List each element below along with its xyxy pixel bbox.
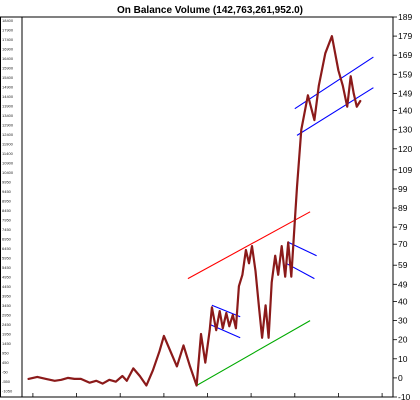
- left-tick-label: 16900: [2, 47, 14, 52]
- right-tick-label: 159: [398, 69, 412, 79]
- right-tick-label: 20: [398, 335, 408, 345]
- left-tick-label: 5450: [2, 265, 12, 270]
- left-tick-label: 6450: [2, 246, 12, 251]
- left-tick-label: 4450: [2, 284, 12, 289]
- left-tick-label: 11400: [2, 151, 14, 156]
- right-tick-label: -10: [398, 392, 411, 400]
- trendline-2: [196, 320, 311, 386]
- right-tick-label: 99: [398, 184, 408, 194]
- left-tick-label: 10900: [2, 161, 14, 166]
- right-tick-label: 59: [398, 260, 408, 270]
- left-tick-label: 8450: [2, 208, 12, 213]
- left-axis: 18400 17900 17400 16900 16400 15900 15400 14900…: [2, 18, 14, 394]
- left-tick-label: 14400: [2, 94, 14, 99]
- right-tick-label: 10: [398, 354, 408, 364]
- trendline-3: [211, 304, 241, 318]
- left-tick-label: 13900: [2, 104, 14, 109]
- right-tick-label: 30: [398, 316, 408, 326]
- left-tick-label: 12900: [2, 123, 14, 128]
- left-tick-label: 2450: [2, 322, 12, 327]
- left-tick-label: 450: [2, 360, 9, 365]
- left-tick-label: 6950: [2, 237, 12, 242]
- left-tick-label: 9450: [2, 189, 12, 194]
- right-tick-label: 169: [398, 50, 412, 60]
- trendline-8: [296, 87, 374, 136]
- left-tick-label: 13400: [2, 113, 14, 118]
- right-tick-label: 0: [398, 373, 403, 383]
- right-tick-label: 189: [398, 12, 412, 22]
- left-tick-label: 7950: [2, 218, 12, 223]
- left-tick-label: 17400: [2, 37, 14, 42]
- left-tick-label: 17900: [2, 28, 14, 33]
- left-tick-label: 1450: [2, 341, 12, 346]
- left-tick-label: 10400: [2, 170, 14, 175]
- left-tick-label: 8950: [2, 199, 12, 204]
- left-tick-label: 950: [2, 351, 9, 356]
- left-tick-label: 2950: [2, 313, 12, 318]
- left-tick-label: 1950: [2, 332, 12, 337]
- right-tick-label: 140: [398, 106, 412, 116]
- left-tick-label: 11900: [2, 142, 14, 147]
- trendline-1: [187, 211, 311, 280]
- trendlines: [187, 56, 374, 386]
- left-tick-label: 3950: [2, 294, 12, 299]
- right-tick-label: 130: [398, 125, 412, 135]
- series-line-1: [27, 34, 362, 387]
- left-tick-label: 7450: [2, 227, 12, 232]
- left-tick-label: 14900: [2, 85, 14, 90]
- left-tick-label: 18400: [2, 18, 14, 23]
- right-tick-label: 79: [398, 222, 408, 232]
- right-tick-label: 179: [398, 31, 412, 41]
- left-tick-label: 15900: [2, 66, 14, 71]
- right-tick-label: 120: [398, 144, 412, 154]
- left-tick-label: 9950: [2, 180, 12, 185]
- right-tick-label: 49: [398, 279, 408, 289]
- left-tick-label: 4950: [2, 275, 12, 280]
- x-axis: 199719981999200020012002200320042005: [32, 393, 383, 397]
- chart-title: On Balance Volume (142,763,261,952.0): [117, 5, 303, 16]
- right-axis: 189 179 169 159 149 140 130 120 109 99 89 79 70 59 49 4…: [393, 12, 412, 400]
- right-tick-label: 149: [398, 88, 412, 98]
- right-tick-label: 109: [398, 165, 412, 175]
- left-tick-label: -50: [2, 370, 9, 375]
- right-tick-label: 89: [398, 203, 408, 213]
- left-tick-label: 3450: [2, 303, 12, 308]
- left-tick-label: 5950: [2, 256, 12, 261]
- left-tick-label: 15400: [2, 75, 14, 80]
- right-tick-label: 70: [398, 239, 408, 249]
- left-tick-label: -550: [2, 379, 11, 384]
- left-axis-panel: [0, 16, 23, 398]
- left-tick-label: 12400: [2, 132, 14, 137]
- series-layer: [27, 34, 362, 387]
- right-tick-label: 40: [398, 297, 408, 307]
- left-tick-label: 16400: [2, 56, 14, 61]
- left-tick-label: -1050: [2, 389, 13, 394]
